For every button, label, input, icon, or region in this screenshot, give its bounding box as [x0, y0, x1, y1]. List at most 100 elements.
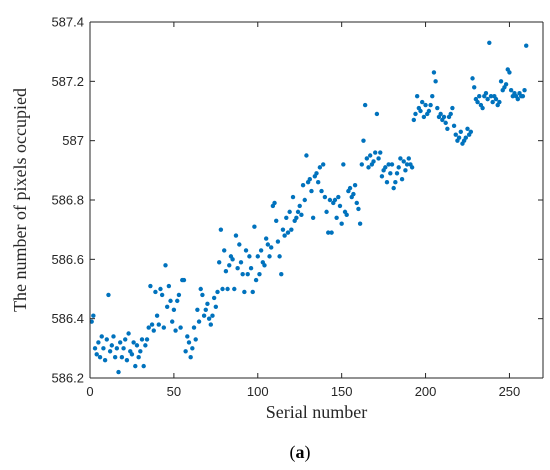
data-point [247, 254, 252, 259]
data-point [404, 162, 410, 167]
data-point [364, 156, 370, 161]
data-point [520, 93, 526, 99]
data-point [121, 346, 126, 351]
data-point [322, 194, 328, 200]
data-point [285, 230, 291, 235]
data-point [143, 343, 148, 348]
data-point [186, 340, 192, 345]
data-point [258, 248, 264, 253]
data-point [216, 260, 222, 265]
data-point [344, 212, 349, 218]
data-point [139, 337, 145, 342]
data-point [310, 215, 316, 220]
data-point [191, 325, 197, 330]
data-point [210, 313, 215, 318]
data-point [151, 328, 156, 333]
data-point [448, 111, 453, 117]
data-point [314, 171, 319, 176]
data-point [386, 162, 391, 167]
data-point [394, 171, 400, 176]
data-point [409, 165, 415, 170]
data-point [300, 182, 306, 188]
data-point [178, 325, 183, 330]
data-point [114, 346, 120, 351]
data-point [242, 289, 247, 295]
data-point [379, 174, 385, 179]
data-point [196, 319, 202, 324]
data-point [225, 286, 230, 292]
data-point [456, 135, 462, 140]
data-point [154, 313, 160, 318]
data-point [133, 363, 138, 369]
data-point [487, 40, 492, 45]
data-point [371, 159, 376, 164]
data-point [119, 355, 125, 360]
data-point [438, 111, 443, 117]
data-point [445, 126, 450, 131]
data-point [463, 135, 469, 140]
data-point [406, 156, 411, 161]
x-tick-label: 150 [331, 384, 353, 399]
y-tick-label: 586.8 [51, 193, 84, 208]
data-point [498, 79, 504, 84]
data-point [507, 70, 512, 75]
data-point [274, 218, 279, 223]
data-point [421, 114, 427, 120]
x-tick-label: 100 [247, 384, 269, 399]
data-point [96, 340, 101, 345]
data-point [383, 165, 388, 170]
data-point [92, 346, 98, 351]
y-tick-label: 586.6 [51, 252, 84, 267]
data-point [524, 43, 529, 48]
data-point [146, 325, 151, 330]
data-point [294, 215, 299, 220]
data-point [347, 185, 353, 191]
panel-label-letter: a [296, 442, 305, 462]
data-point [465, 126, 470, 131]
data-point [218, 227, 224, 232]
data-point [163, 263, 168, 268]
data-point [230, 257, 235, 262]
data-point [290, 194, 296, 200]
data-point [279, 271, 284, 277]
data-point [411, 117, 417, 123]
data-point [190, 346, 195, 351]
data-point [315, 180, 321, 185]
data-point [277, 254, 282, 259]
data-point [201, 313, 207, 318]
data-point [213, 304, 219, 309]
y-tick-label: 586.2 [51, 371, 84, 386]
data-point [248, 266, 254, 271]
data-point [227, 263, 232, 268]
data-point [235, 266, 240, 271]
data-point [238, 260, 244, 265]
data-point [483, 91, 489, 96]
data-point [118, 340, 123, 345]
data-point [297, 203, 302, 209]
data-point [203, 307, 208, 312]
y-tick-label: 587.2 [51, 74, 84, 89]
data-point [111, 334, 116, 339]
data-point [243, 248, 249, 253]
data-point [102, 358, 108, 363]
data-point [468, 129, 474, 134]
data-point [477, 93, 482, 99]
data-point [458, 129, 463, 134]
x-tick-label: 250 [499, 384, 521, 399]
data-point [480, 105, 485, 111]
data-point [352, 182, 358, 188]
data-point [116, 369, 121, 375]
data-point [302, 197, 307, 203]
data-point [195, 307, 200, 312]
data-point [245, 271, 250, 277]
data-point [240, 271, 245, 277]
data-point [215, 289, 220, 295]
data-point [161, 325, 167, 330]
data-point [420, 99, 425, 105]
data-point [183, 349, 188, 354]
data-point [232, 286, 237, 292]
data-point [107, 349, 113, 354]
data-point [181, 277, 187, 283]
data-point [398, 156, 403, 161]
